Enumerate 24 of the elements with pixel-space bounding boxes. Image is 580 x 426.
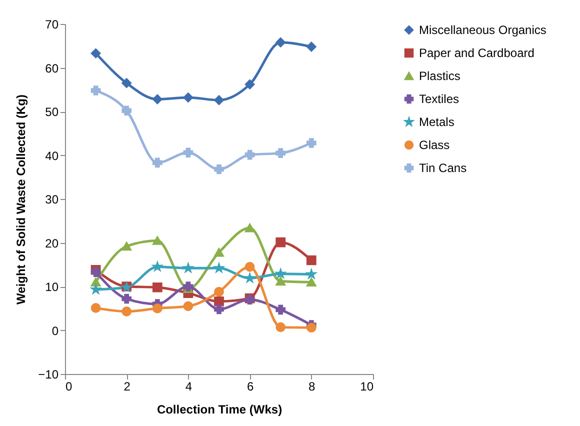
y-tick-label: 0 xyxy=(52,324,59,338)
x-tick-label: 0 xyxy=(66,380,72,394)
legend-label: Metals xyxy=(419,115,454,129)
x-tick-label: 2 xyxy=(124,380,131,394)
y-tick-label: −10 xyxy=(38,368,59,382)
y-tick-label: 10 xyxy=(45,280,59,294)
y-tick-label: 60 xyxy=(45,61,59,76)
y-tick-label: 40 xyxy=(45,148,59,163)
y-tick-label: 70 xyxy=(45,18,59,32)
y-tick-label: 50 xyxy=(45,105,59,119)
x-axis-title: Collection Time (Wks) xyxy=(156,402,282,416)
legend-label: Textiles xyxy=(419,92,460,106)
legend-label: Tin Cans xyxy=(419,161,467,175)
x-tick-label: 10 xyxy=(360,380,374,394)
legend-label: Glass xyxy=(419,138,450,152)
legend-label: Miscellaneous Organics xyxy=(419,23,546,37)
legend-label: Plastics xyxy=(419,69,460,83)
y-axis-title: Weight of Solid Waste Collected (Kg) xyxy=(14,94,28,304)
y-tick-label: 30 xyxy=(45,192,59,206)
x-tick-label: 4 xyxy=(185,380,192,394)
legend-label: Paper and Cardboard xyxy=(419,46,534,60)
y-tick-label: 20 xyxy=(45,236,59,250)
x-tick-label: 8 xyxy=(308,380,316,394)
x-tick-label: 6 xyxy=(246,380,254,394)
